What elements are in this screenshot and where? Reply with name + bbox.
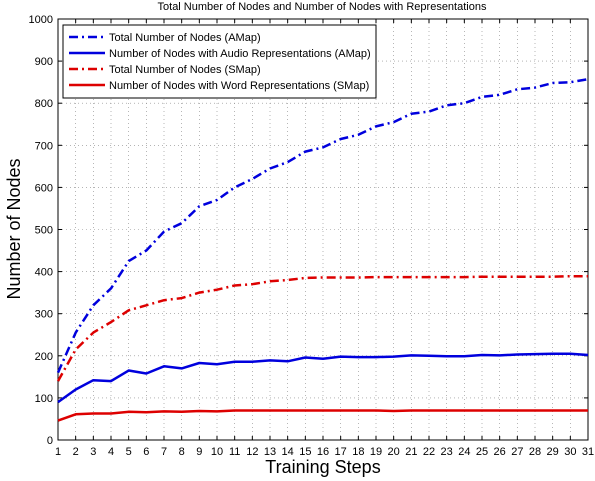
x-tick-label: 25 (476, 446, 488, 458)
y-tick-label: 500 (35, 225, 53, 237)
x-tick-label: 7 (161, 446, 167, 458)
x-tick-label: 26 (494, 446, 506, 458)
x-tick-label: 18 (352, 446, 364, 458)
legend-label: Number of Nodes with Audio Representatio… (109, 48, 371, 60)
chart-title: Total Number of Nodes and Number of Node… (158, 1, 487, 13)
y-tick-label: 900 (35, 56, 53, 68)
x-tick-label: 28 (529, 446, 541, 458)
x-tick-label: 6 (143, 446, 149, 458)
y-tick-label: 1000 (29, 14, 53, 26)
y-tick-label: 200 (35, 351, 53, 363)
y-tick-label: 300 (35, 309, 53, 321)
y-tick-label: 400 (35, 267, 53, 279)
series-line-1 (56, 77, 589, 374)
series-line-3 (56, 274, 588, 382)
y-tick-label: 800 (35, 98, 53, 110)
y-tick-label: 0 (47, 435, 53, 447)
y-tick-label: 600 (35, 182, 53, 194)
series-line-4 (57, 409, 588, 422)
x-tick-label: 20 (388, 446, 400, 458)
x-tick-label: 12 (246, 446, 258, 458)
x-tick-label: 24 (458, 446, 470, 458)
x-tick-label: 22 (423, 446, 435, 458)
legend-label: Total Number of Nodes (AMap) (109, 32, 261, 44)
legend-label: Number of Nodes with Word Representation… (109, 80, 369, 92)
x-tick-label: 27 (511, 446, 523, 458)
axis-ticks: 1 2 3 4 5 6 7 8 9 10 11 12 13 14 15 16 17 18 19 20 21 22 23 24 2… (29, 14, 595, 458)
x-tick-label: 10 (211, 446, 223, 458)
x-tick-label: 11 (229, 446, 240, 458)
x-tick-label: 3 (90, 446, 96, 458)
x-tick-label: 31 (582, 446, 594, 458)
legend: Total Number of Nodes (AMap) Number of No… (62, 24, 377, 99)
legend-label: Total Number of Nodes (SMap) (109, 64, 261, 76)
x-tick-label: 5 (126, 446, 132, 458)
y-tick-label: 700 (35, 140, 53, 152)
x-tick-label: 15 (299, 446, 311, 458)
x-axis-label: Training Steps (265, 457, 380, 477)
x-tick-label: 13 (264, 446, 276, 458)
x-tick-label: 4 (108, 446, 114, 458)
x-tick-label: 29 (547, 446, 559, 458)
x-tick-label: 19 (370, 446, 382, 458)
x-tick-label: 2 (73, 446, 79, 458)
x-tick-label: 8 (179, 446, 185, 458)
x-tick-label: 21 (405, 446, 417, 458)
y-axis-label: Number of Nodes (4, 158, 24, 299)
x-tick-label: 1 (55, 446, 61, 458)
y-tick-label: 100 (35, 393, 53, 405)
x-tick-label: 23 (441, 446, 453, 458)
x-tick-label: 30 (564, 446, 576, 458)
series-line-2 (57, 352, 589, 404)
legend-box (62, 24, 377, 99)
x-tick-label: 17 (335, 446, 347, 458)
series-layer (56, 77, 589, 422)
x-tick-label: 16 (317, 446, 329, 458)
x-tick-label: 14 (282, 446, 294, 458)
x-tick-label: 9 (196, 446, 202, 458)
